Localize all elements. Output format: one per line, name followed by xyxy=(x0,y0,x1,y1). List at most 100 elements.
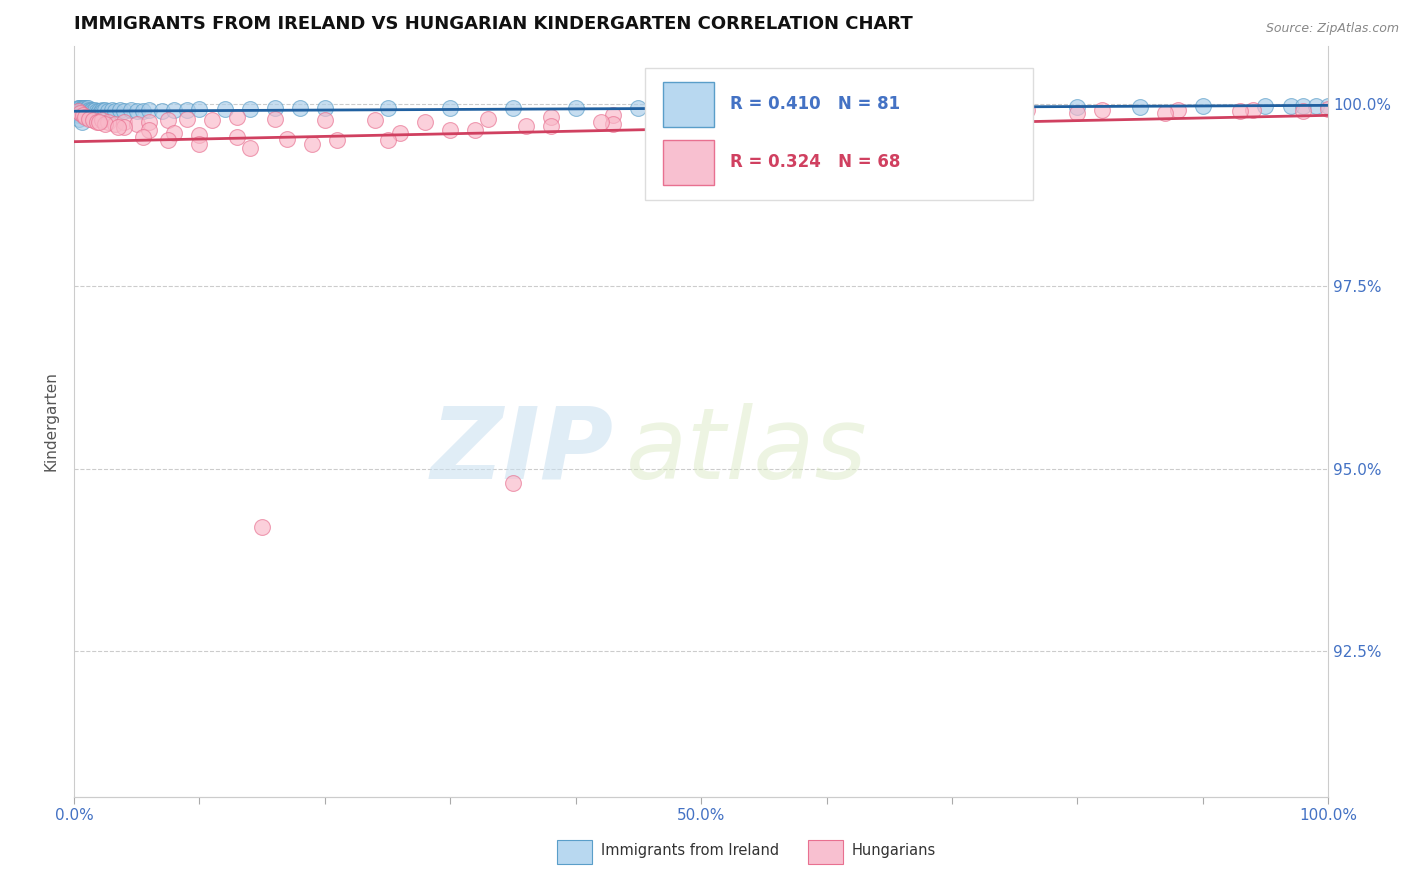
Point xyxy=(1154,105,1177,120)
Y-axis label: Kindergarten: Kindergarten xyxy=(44,371,58,471)
Point xyxy=(364,113,387,128)
Point xyxy=(66,101,89,115)
Point xyxy=(188,102,211,116)
Point xyxy=(70,115,93,129)
Point xyxy=(94,103,117,117)
Point xyxy=(413,115,436,129)
Point xyxy=(627,101,650,115)
Point xyxy=(1066,105,1088,120)
Point xyxy=(540,110,562,124)
Point xyxy=(1017,103,1039,117)
Point xyxy=(276,132,298,146)
Text: R = 0.410   N = 81: R = 0.410 N = 81 xyxy=(730,95,900,113)
Text: Immigrants from Ireland: Immigrants from Ireland xyxy=(600,843,779,858)
Point xyxy=(1279,99,1302,113)
Point xyxy=(214,102,236,116)
Point xyxy=(76,105,98,120)
Point xyxy=(314,113,336,128)
Point xyxy=(877,100,900,114)
Point xyxy=(120,103,142,117)
Point xyxy=(70,101,93,115)
Point xyxy=(740,112,762,126)
Point xyxy=(110,103,132,117)
Point xyxy=(602,117,624,131)
Point xyxy=(70,108,93,122)
Point xyxy=(83,105,105,120)
Point xyxy=(82,113,104,128)
Point xyxy=(77,101,100,115)
Point xyxy=(564,101,586,115)
Point xyxy=(263,101,285,115)
Point xyxy=(589,115,612,129)
Point xyxy=(239,141,262,155)
FancyBboxPatch shape xyxy=(645,68,1033,200)
Point xyxy=(125,117,148,131)
Point xyxy=(89,104,111,119)
Point xyxy=(157,113,180,128)
Point xyxy=(866,104,889,119)
Point xyxy=(76,108,98,122)
Point xyxy=(377,101,399,115)
Point xyxy=(665,112,688,126)
Point xyxy=(66,104,89,119)
Point xyxy=(188,128,211,142)
FancyBboxPatch shape xyxy=(664,139,714,185)
Point xyxy=(80,103,103,117)
Point xyxy=(163,103,186,117)
Point xyxy=(176,103,198,117)
Point xyxy=(439,122,461,136)
Point xyxy=(477,112,499,126)
Point xyxy=(70,104,93,119)
Point xyxy=(67,112,90,126)
Point xyxy=(250,520,273,534)
Point xyxy=(107,120,129,135)
Text: Hungarians: Hungarians xyxy=(852,843,936,858)
Point xyxy=(76,103,98,117)
Point xyxy=(97,104,120,119)
Point xyxy=(138,122,160,136)
Point xyxy=(157,133,180,147)
Point xyxy=(89,105,111,120)
Point xyxy=(132,104,155,119)
Text: IMMIGRANTS FROM IRELAND VS HUNGARIAN KINDERGARTEN CORRELATION CHART: IMMIGRANTS FROM IRELAND VS HUNGARIAN KIN… xyxy=(75,15,912,33)
Point xyxy=(72,108,94,122)
Point xyxy=(815,101,838,115)
Point xyxy=(72,104,94,119)
Text: Source: ZipAtlas.com: Source: ZipAtlas.com xyxy=(1265,22,1399,36)
Point xyxy=(97,115,120,129)
Point xyxy=(979,108,1001,122)
Point xyxy=(464,122,486,136)
FancyBboxPatch shape xyxy=(664,82,714,127)
Point xyxy=(69,105,91,120)
Point xyxy=(72,105,94,120)
Point xyxy=(100,103,122,117)
Point xyxy=(73,105,96,120)
Point xyxy=(69,101,91,115)
Point xyxy=(67,104,90,119)
Point xyxy=(104,117,127,131)
Point xyxy=(112,115,135,129)
Point xyxy=(65,104,87,119)
Point xyxy=(941,104,963,119)
Point xyxy=(84,103,107,117)
Point xyxy=(89,115,111,129)
Point xyxy=(1167,103,1189,117)
Point xyxy=(75,104,97,119)
Point xyxy=(87,105,110,120)
Point xyxy=(377,133,399,147)
Point xyxy=(75,101,97,115)
Point xyxy=(439,101,461,115)
Point xyxy=(690,101,713,115)
Point xyxy=(1229,104,1251,119)
Point xyxy=(239,102,262,116)
Point xyxy=(1066,100,1088,114)
Text: R = 0.324   N = 68: R = 0.324 N = 68 xyxy=(730,153,900,171)
Point xyxy=(502,476,524,491)
Point xyxy=(77,105,100,120)
Point xyxy=(502,101,524,115)
Point xyxy=(515,119,537,133)
Point xyxy=(112,104,135,119)
Point xyxy=(138,103,160,117)
Point xyxy=(77,103,100,117)
Point xyxy=(226,129,249,144)
